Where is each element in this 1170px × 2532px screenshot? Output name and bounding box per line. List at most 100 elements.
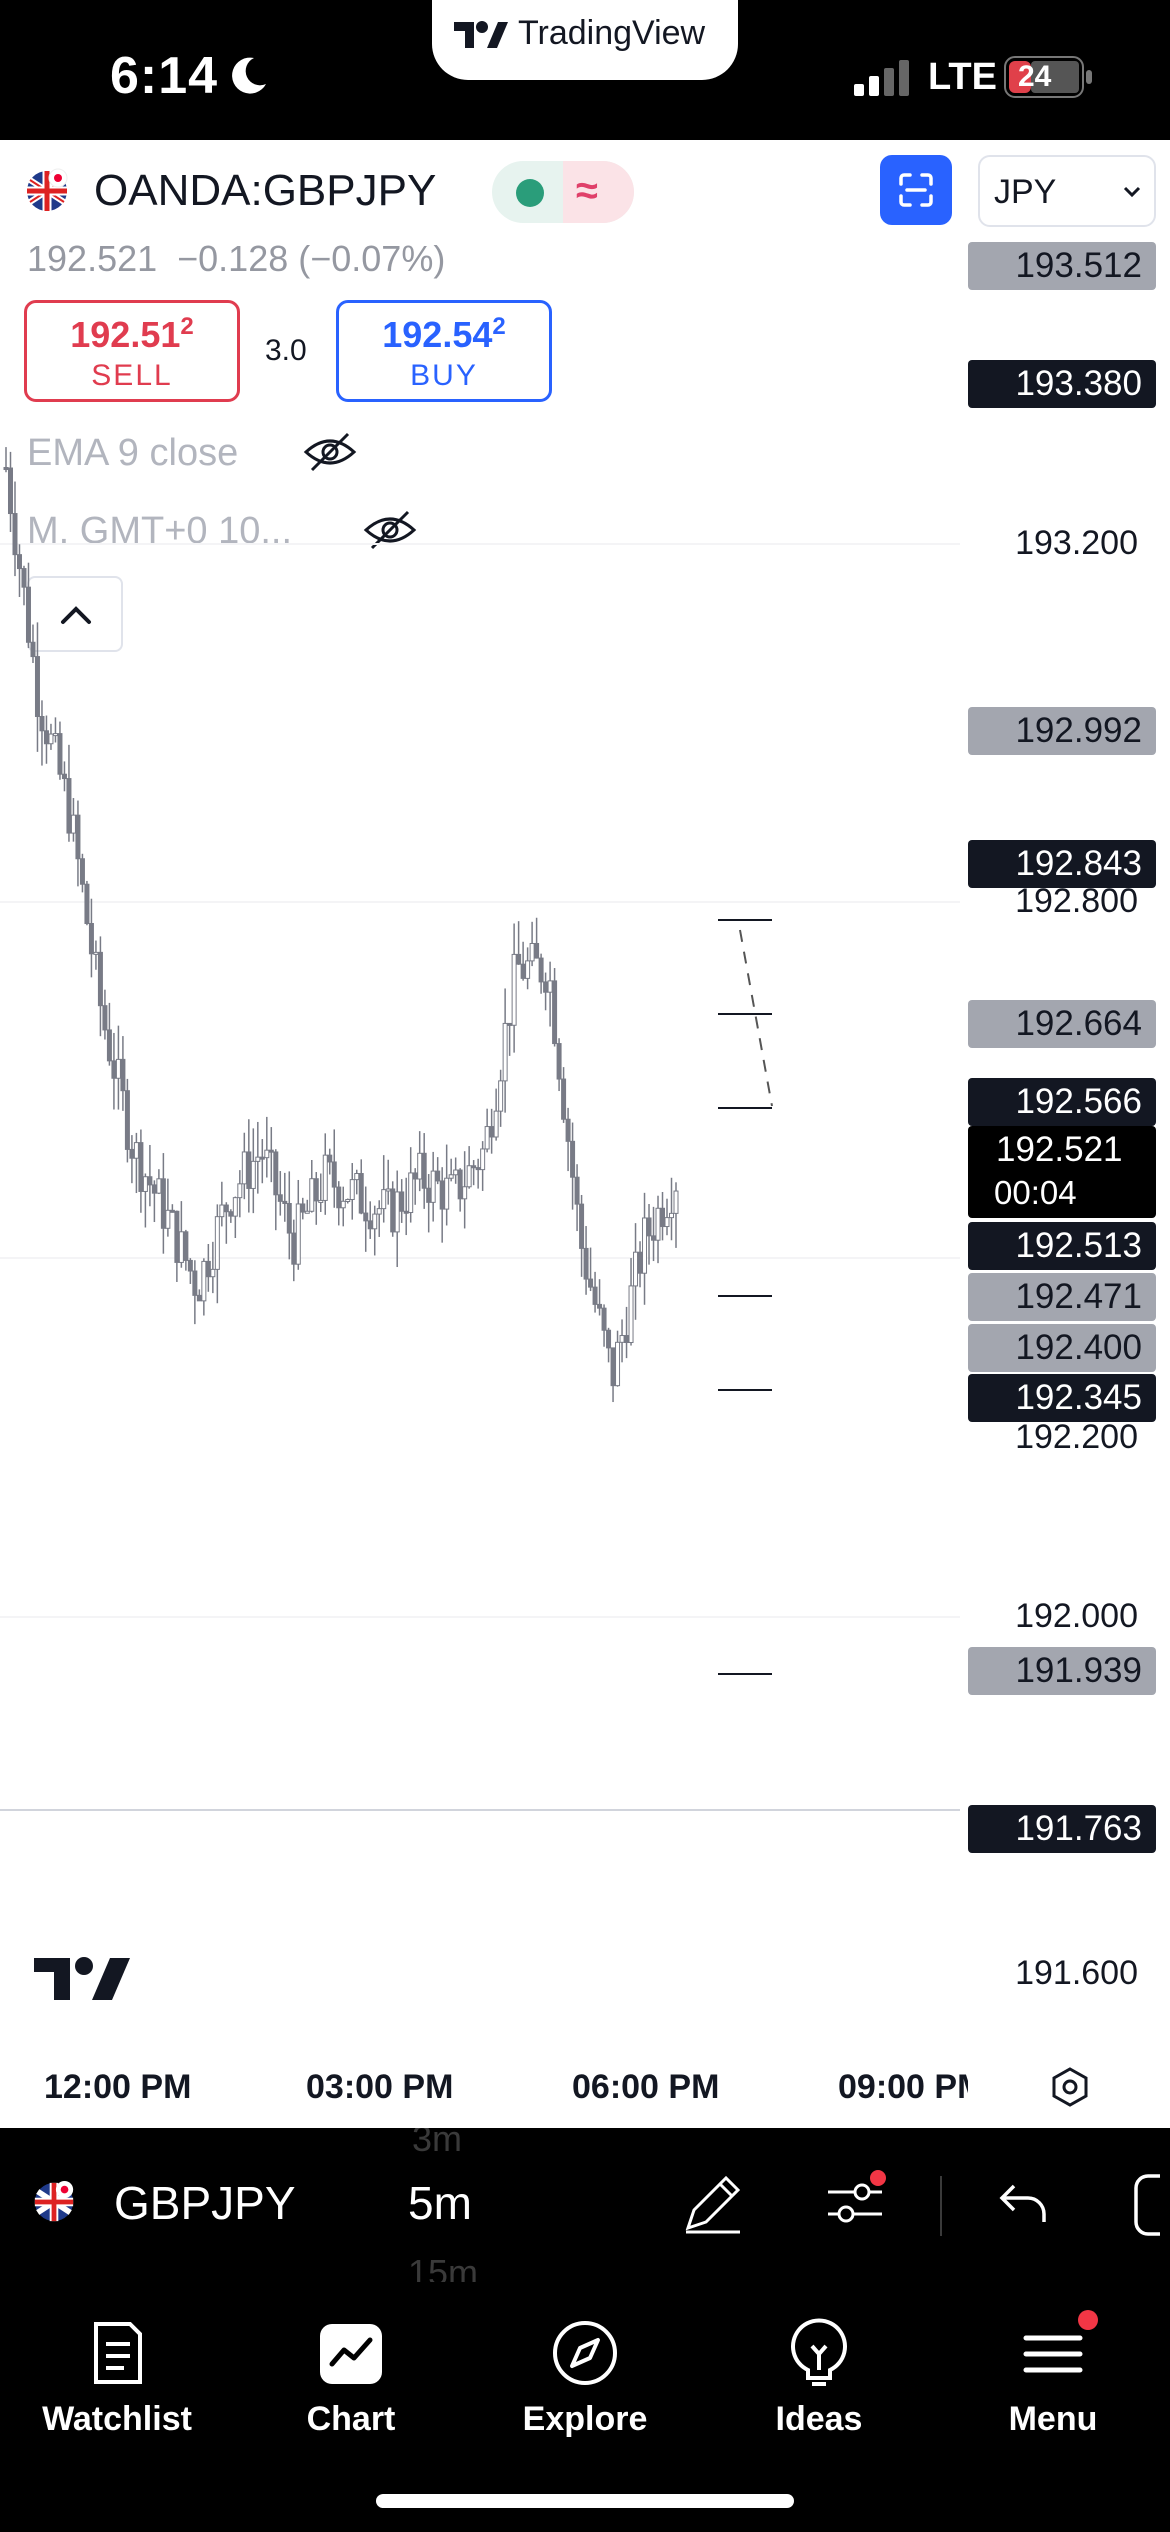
candle-body xyxy=(79,858,85,885)
tab-watchlist[interactable]: Watchlist xyxy=(0,2302,234,2442)
market-status-pill[interactable]: ≈ xyxy=(492,161,634,223)
candle-body xyxy=(295,1203,301,1265)
watchlist-icon xyxy=(94,2322,142,2384)
candle-body xyxy=(588,1278,594,1288)
candle-body xyxy=(651,1235,657,1241)
time-axis[interactable]: 12:00 PM 03:00 PM 06:00 PM 09:00 PM xyxy=(0,2058,1170,2128)
candle-body xyxy=(448,1174,454,1179)
undo-icon[interactable] xyxy=(998,2180,1050,2226)
price-label: 192.992 xyxy=(968,707,1156,755)
candle-body xyxy=(363,1212,369,1222)
market-open-dot xyxy=(516,179,544,207)
candle-body xyxy=(511,953,517,1026)
price-change-summary: 192.521 −0.128 (−0.07%) xyxy=(27,238,446,279)
interval-selector[interactable]: 5m xyxy=(408,2177,472,2229)
candle-body xyxy=(493,1110,499,1138)
candle-body xyxy=(498,1080,504,1112)
indicators-icon[interactable] xyxy=(822,2170,888,2236)
candle-body xyxy=(601,1307,607,1331)
candle-body xyxy=(390,1188,396,1233)
price-label: 191.763 xyxy=(968,1805,1156,1853)
drawing-pen-icon[interactable] xyxy=(680,2170,746,2236)
tab-chart[interactable]: Chart xyxy=(234,2302,468,2442)
bar-countdown: 00:04 xyxy=(994,1174,1077,1211)
fullscreen-icon xyxy=(899,173,933,207)
fullscreen-corner-icon[interactable] xyxy=(1130,2172,1170,2238)
candle-body xyxy=(331,1161,337,1188)
collapse-indicators-button[interactable] xyxy=(27,576,123,652)
flag-icon xyxy=(34,2180,74,2222)
candle-body xyxy=(403,1210,409,1214)
candle-body xyxy=(646,1217,652,1237)
fullscreen-button[interactable] xyxy=(880,155,952,225)
candle-body xyxy=(457,1169,463,1200)
price-tick: 192.200 xyxy=(1015,1418,1138,1456)
candle-body xyxy=(183,1231,189,1261)
candle-body xyxy=(556,1043,562,1080)
candle-body xyxy=(399,1191,405,1212)
candle-body xyxy=(304,1210,310,1214)
candle-body xyxy=(480,1148,486,1171)
price-label: 193.380 xyxy=(968,360,1156,408)
candle-body xyxy=(664,1217,670,1228)
status-bar: 6:14 TradingView LTE 24 xyxy=(0,0,1170,140)
currency-select[interactable]: JPY xyxy=(978,155,1156,227)
candle-body xyxy=(25,586,31,643)
candle-body xyxy=(12,513,18,556)
candle-body xyxy=(471,1165,477,1169)
tab-label: Menu xyxy=(1008,2400,1098,2438)
buy-button[interactable]: 192.542 BUY xyxy=(336,300,552,402)
sell-price: 192.512 xyxy=(70,313,194,355)
interval-option[interactable]: 15m xyxy=(408,2252,479,2282)
candle-body xyxy=(336,1186,342,1209)
eye-off-icon[interactable] xyxy=(302,430,358,474)
price-label: 192.566 xyxy=(968,1078,1156,1126)
candle-body xyxy=(291,1232,297,1265)
candle-body xyxy=(624,1335,630,1344)
candle-body xyxy=(466,1165,472,1188)
candle-body xyxy=(124,1090,130,1150)
network-type: LTE xyxy=(928,56,997,98)
indicator-ema[interactable]: EMA 9 close xyxy=(27,432,239,474)
candle-body xyxy=(111,1060,117,1079)
price-tick: 191.600 xyxy=(1015,1954,1138,1992)
sell-button[interactable]: 192.512 SELL xyxy=(24,300,240,402)
grid xyxy=(0,543,960,1811)
candle-body xyxy=(84,883,90,924)
candle-body xyxy=(192,1270,198,1296)
candle-body xyxy=(349,1179,355,1200)
price-tick: 193.200 xyxy=(1015,524,1138,562)
candle-body xyxy=(120,1058,126,1092)
symbol-title[interactable]: OANDA:GBPJPY xyxy=(94,166,437,215)
price-label: 192.664 xyxy=(968,1000,1156,1048)
candle-body xyxy=(633,1251,639,1287)
compass-icon xyxy=(553,2321,617,2385)
tab-explore[interactable]: Explore xyxy=(468,2302,702,2442)
tradingview-badge[interactable]: TradingView xyxy=(432,0,738,80)
candle-body xyxy=(489,1126,495,1138)
candle-body xyxy=(264,1149,270,1159)
candle-body xyxy=(345,1198,351,1202)
buy-price: 192.542 xyxy=(382,313,506,355)
interval-option[interactable]: 3m xyxy=(412,2128,463,2159)
toolbar-symbol[interactable]: GBPJPY xyxy=(114,2177,296,2229)
candle-body xyxy=(250,1160,256,1189)
candle-body xyxy=(241,1151,247,1185)
price-label: 192.843 xyxy=(968,840,1156,888)
candlestick-chart[interactable] xyxy=(0,240,960,2060)
candle-body xyxy=(21,568,27,588)
home-indicator xyxy=(376,2494,794,2508)
tab-ideas[interactable]: Ideas xyxy=(702,2302,936,2442)
price-tick: 192.000 xyxy=(1015,1597,1138,1635)
candle-body xyxy=(282,1200,288,1204)
chart-settings-icon[interactable] xyxy=(1050,2066,1090,2108)
candle-body xyxy=(273,1151,279,1196)
tab-menu[interactable]: Menu xyxy=(936,2302,1170,2442)
candle-body xyxy=(525,960,531,979)
tab-label: Chart xyxy=(306,2400,396,2438)
drawing-levels xyxy=(718,919,773,1675)
candle-body xyxy=(619,1335,625,1343)
time-tick: 03:00 PM xyxy=(306,2068,454,2106)
candle-body xyxy=(507,1022,513,1026)
candle-body xyxy=(61,773,67,780)
